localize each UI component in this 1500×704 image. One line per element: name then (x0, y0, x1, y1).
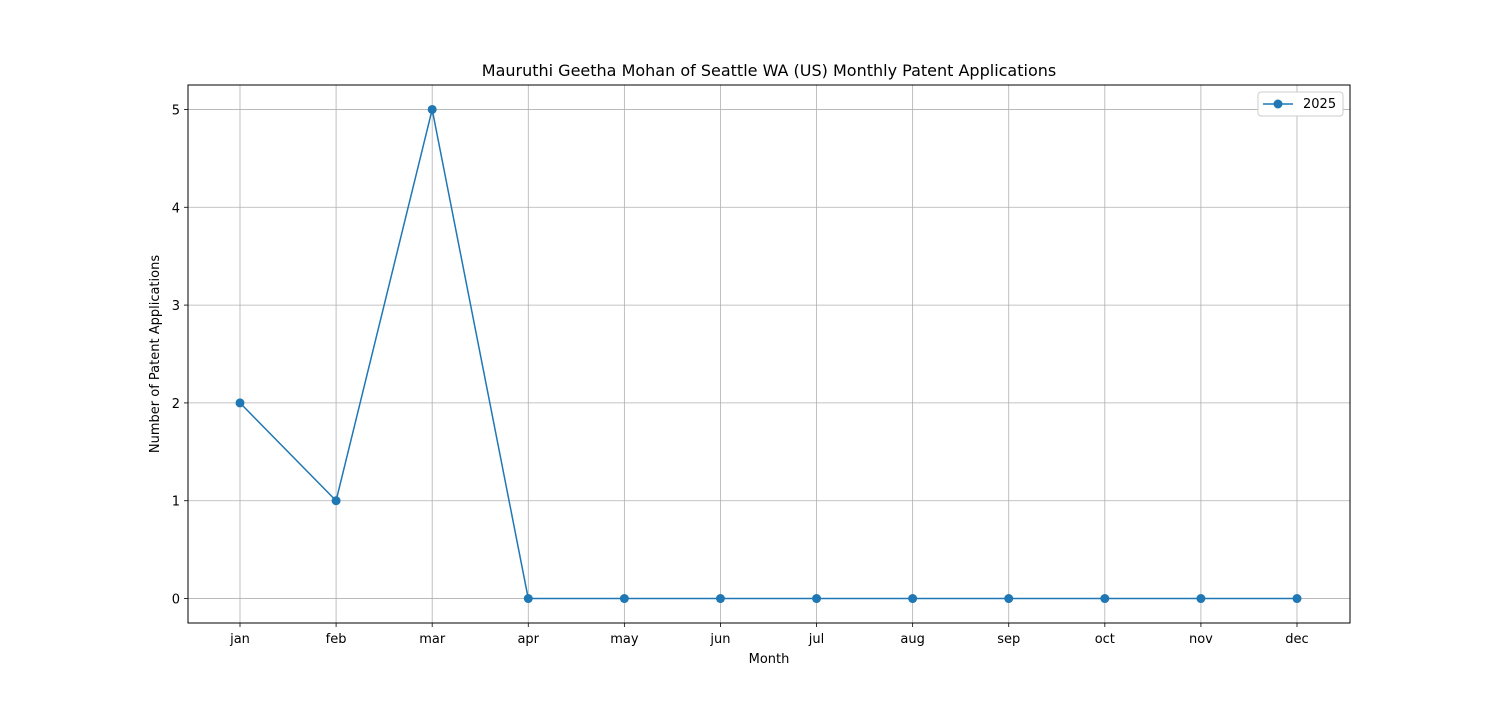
data-point-may (620, 594, 629, 603)
y-tick-label: 1 (172, 495, 180, 510)
data-point-feb (332, 496, 341, 505)
data-point-dec (1293, 594, 1302, 603)
y-tick-label: 2 (172, 397, 180, 412)
y-tick-label: 3 (172, 299, 180, 314)
x-tick-label: feb (326, 632, 347, 647)
x-tick-label: oct (1095, 632, 1115, 647)
x-tick-label: aug (900, 632, 924, 647)
x-tick-label: jul (808, 632, 824, 647)
x-axis-label: Month (749, 652, 790, 667)
y-tick-label: 5 (172, 103, 180, 118)
data-point-apr (524, 594, 533, 603)
y-axis-label: Number of Patent Applications (148, 255, 163, 453)
data-point-aug (908, 594, 917, 603)
x-tick-label: mar (419, 632, 446, 647)
data-point-nov (1196, 594, 1205, 603)
x-tick-label: dec (1285, 632, 1308, 647)
y-tick-label: 4 (172, 201, 180, 216)
legend: 2025 (1258, 92, 1343, 116)
x-tick-label: nov (1189, 632, 1213, 647)
data-point-jan (236, 398, 245, 407)
chart-title: Mauruthi Geetha Mohan of Seattle WA (US)… (482, 61, 1056, 80)
x-tick-label: may (610, 632, 639, 647)
legend-label: 2025 (1303, 97, 1336, 112)
data-point-jun (716, 594, 725, 603)
x-tick-label: jan (229, 632, 250, 647)
x-tick-label: sep (997, 632, 1020, 647)
data-point-jul (812, 594, 821, 603)
x-tick-label: apr (517, 632, 539, 647)
data-point-mar (428, 105, 437, 114)
data-point-oct (1100, 594, 1109, 603)
legend-circle-marker (1274, 100, 1283, 109)
data-point-sep (1004, 594, 1013, 603)
y-tick-label: 0 (172, 593, 180, 608)
x-tick-label: jun (709, 632, 730, 647)
plot-area (188, 85, 1350, 623)
